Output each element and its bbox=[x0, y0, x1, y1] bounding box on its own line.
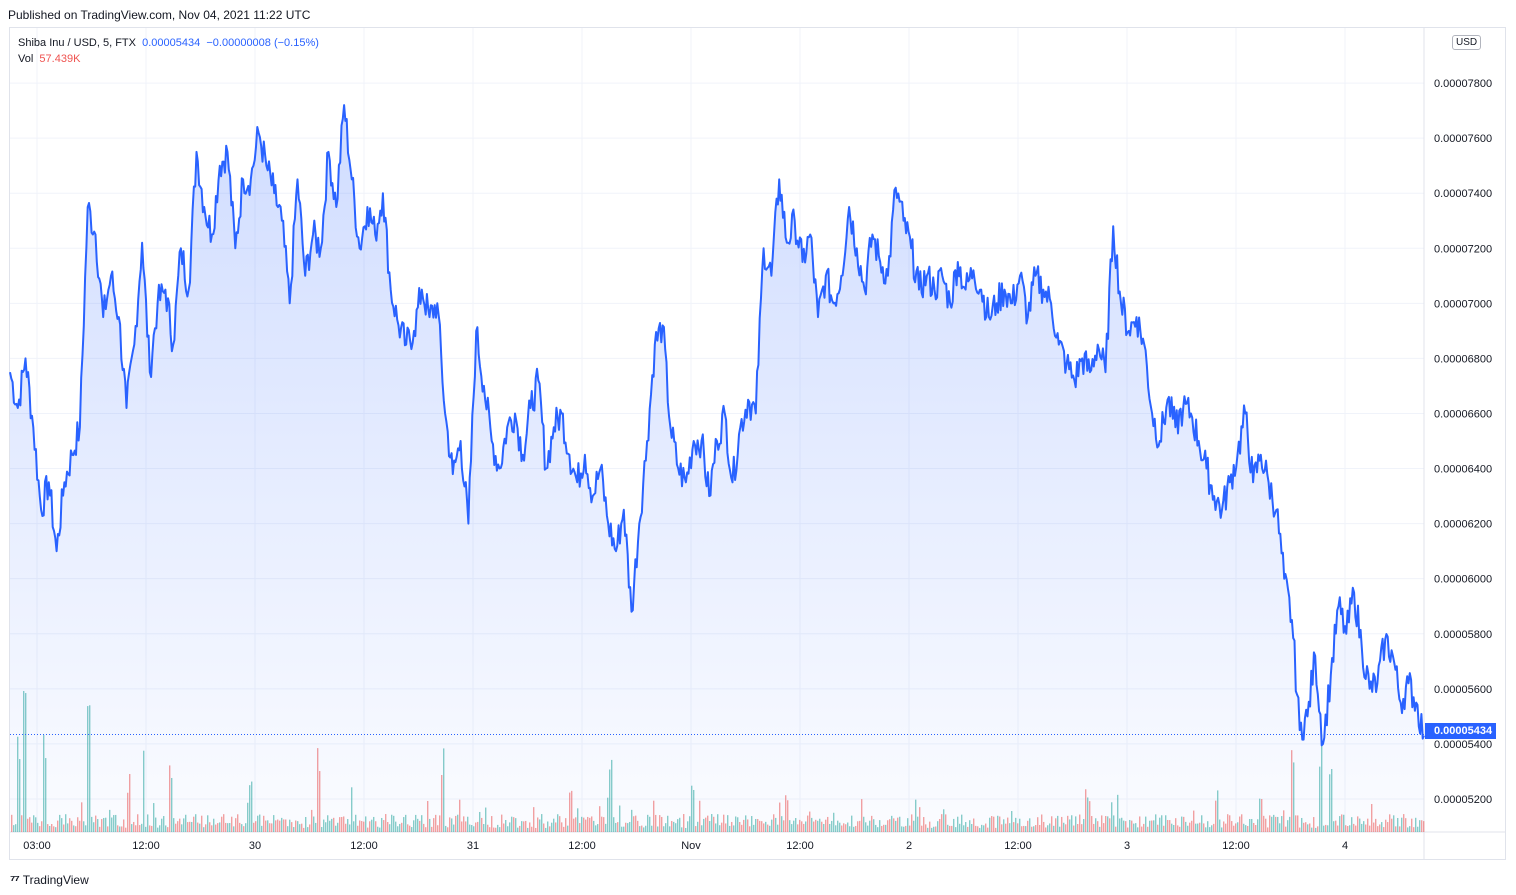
y-tick-label: 0.00007800 bbox=[1434, 78, 1492, 90]
x-tick-label: 12:00 bbox=[132, 840, 160, 852]
y-tick-label: 0.00007400 bbox=[1434, 188, 1492, 200]
x-tick-label: 4 bbox=[1342, 840, 1348, 852]
x-tick-label: 2 bbox=[906, 840, 912, 852]
x-tick-label: 12:00 bbox=[1222, 840, 1250, 852]
change-value: −0.00000008 (−0.15%) bbox=[206, 37, 319, 49]
y-tick-label: 0.00006800 bbox=[1434, 353, 1492, 365]
legend-row-volume: Vol 57.439K bbox=[18, 51, 319, 67]
y-tick-label: 0.00007600 bbox=[1434, 133, 1492, 145]
y-tick-label: 0.00005200 bbox=[1434, 794, 1492, 806]
y-tick-label: 0.00007200 bbox=[1434, 243, 1492, 255]
y-tick-label: 0.00007000 bbox=[1434, 298, 1492, 310]
y-tick-label: 0.00005400 bbox=[1434, 739, 1492, 751]
x-tick-label: 3 bbox=[1124, 840, 1130, 852]
price-axis[interactable]: 0.00007800 0.00007600 0.00007400 0.00007200… bbox=[1434, 78, 1492, 806]
volume-value: 57.439K bbox=[39, 53, 81, 65]
legend-row-price: Shiba Inu / USD, 5, FTX 0.00005434 −0.00… bbox=[18, 35, 319, 51]
x-tick-label: 12:00 bbox=[1004, 840, 1032, 852]
y-tick-label: 0.00006600 bbox=[1434, 408, 1492, 420]
last-value: 0.00005434 bbox=[142, 37, 201, 49]
y-tick-label: 0.00006400 bbox=[1434, 464, 1492, 476]
y-tick-label: 0.00005800 bbox=[1434, 629, 1492, 641]
volume-label[interactable]: Vol bbox=[18, 53, 34, 65]
price-area bbox=[10, 105, 1424, 833]
x-tick-label: Nov bbox=[681, 840, 701, 852]
y-tick-label: 0.00005600 bbox=[1434, 684, 1492, 696]
brand-label: TradingView bbox=[22, 872, 89, 887]
x-tick-label: 31 bbox=[467, 840, 479, 852]
x-tick-label: 12:00 bbox=[568, 840, 596, 852]
tradingview-icon: ⁷⁷ bbox=[10, 872, 20, 887]
currency-badge[interactable]: USD bbox=[1452, 35, 1482, 50]
symbol-label[interactable]: Shiba Inu / USD, 5, FTX bbox=[18, 37, 136, 49]
chart-frame[interactable] bbox=[9, 27, 1506, 860]
x-tick-label: 12:00 bbox=[786, 840, 814, 852]
y-tick-label: 0.00006200 bbox=[1434, 519, 1492, 531]
x-tick-label: 12:00 bbox=[350, 840, 378, 852]
time-axis[interactable]: 03:00 12:00 30 12:00 31 12:00 Nov 12:00 2 12:00 3 1… bbox=[23, 840, 1348, 852]
price-line bbox=[9, 104, 1425, 747]
y-tick-label: 0.00006000 bbox=[1434, 574, 1492, 586]
chart-legend: Shiba Inu / USD, 5, FTX 0.00005434 −0.00… bbox=[18, 35, 319, 67]
tradingview-logo[interactable]: ⁷⁷ TradingView bbox=[10, 872, 89, 887]
last-price-tag: 0.00005434 bbox=[1425, 723, 1497, 739]
x-tick-label: 03:00 bbox=[23, 840, 51, 852]
x-tick-label: 30 bbox=[249, 840, 261, 852]
published-text: Published on TradingView.com, Nov 04, 20… bbox=[8, 8, 311, 22]
